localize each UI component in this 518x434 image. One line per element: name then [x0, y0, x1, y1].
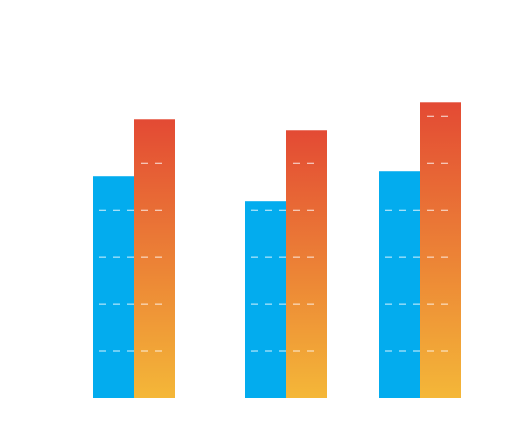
bars-layer	[93, 102, 461, 399]
bar-series2-group1	[134, 119, 175, 399]
gridlines-layer	[99, 115, 455, 352]
bar-series1-group1	[93, 176, 134, 398]
bar-series1-group3	[379, 171, 420, 398]
bar-series2-group2	[286, 130, 327, 398]
bar-series1-group2	[245, 201, 286, 398]
bar-series2-group3	[420, 102, 461, 399]
